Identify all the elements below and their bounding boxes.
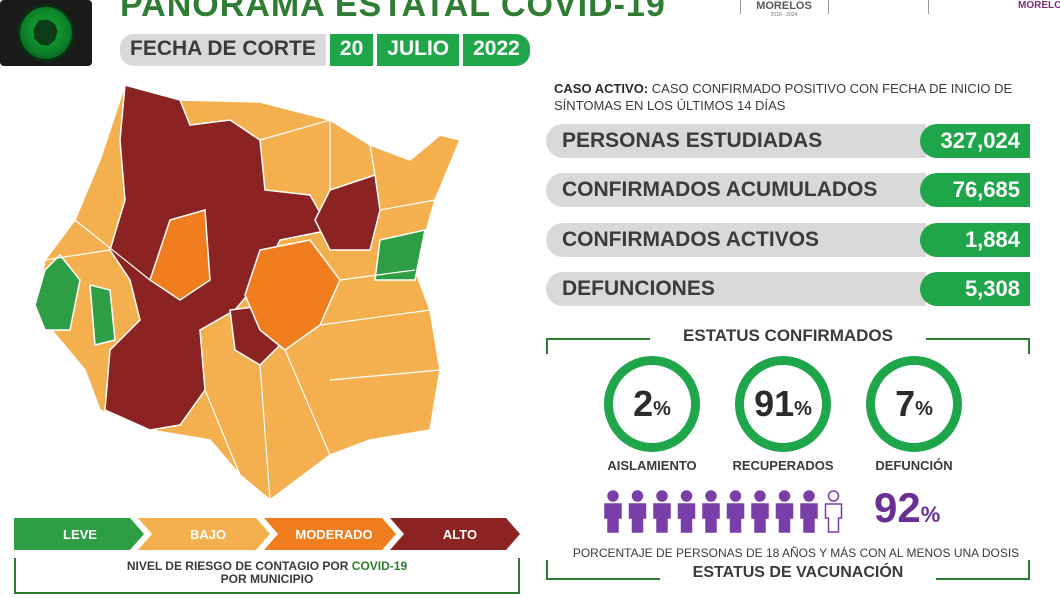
status-label: DEFUNCIÓN (875, 458, 953, 473)
status-unit: % (653, 397, 671, 420)
date-day: 20 (329, 34, 374, 66)
person-icon (726, 490, 745, 533)
brand-left-text: MORELOS (756, 0, 812, 12)
brand-left-sub: 2018 - 2024 (770, 12, 798, 18)
person-icon (824, 490, 843, 533)
risk-note-post: POR MUNICIPIO (220, 572, 314, 586)
risk-note: NIVEL DE RIESGO DE CONTAGIO POR COVID-19… (14, 558, 520, 594)
stat-row: CONFIRMADOS ACUMULADOS 76,685 (546, 173, 1030, 207)
status-value: 7 (895, 383, 916, 424)
map-region-leve (374, 229, 426, 281)
status-label: AISLAMIENTO (607, 458, 697, 473)
legend-label-moderado: MODERADO (295, 527, 372, 542)
brand-logo-left: MORELOS 2018 - 2024 (744, 0, 824, 18)
risk-note-pre: NIVEL DE RIESGO DE CONTAGIO POR (126, 559, 349, 573)
vaccination-percent: 92% (874, 484, 940, 532)
stat-value: 1,884 (920, 223, 1030, 257)
traffic-light-logo (0, 0, 92, 66)
person-icon (775, 490, 794, 533)
status-ring-recovered: 91% (735, 356, 831, 452)
risk-note-bold: COVID-19 (351, 559, 408, 573)
map-region-moderado (244, 239, 341, 351)
legend-moderado (264, 518, 396, 550)
state-map-icon (17, 4, 75, 62)
status-value: 2 (633, 383, 654, 424)
state-risk-map (34, 84, 462, 501)
date-year: 2022 (463, 34, 530, 66)
person-icon (751, 490, 769, 533)
stat-label: CONFIRMADOS ACTIVOS (546, 223, 926, 257)
status-unit: % (915, 397, 933, 420)
risk-legend: LEVE BAJO MODERADO ALTO (14, 518, 520, 550)
vaccination-unit: % (920, 502, 941, 527)
vaccination-value: 92 (874, 484, 921, 531)
legend-leve (14, 518, 144, 550)
map-region-moderado (149, 209, 211, 301)
stat-row: CONFIRMADOS ACTIVOS 1,884 (546, 223, 1030, 257)
brand-logo-right: MORELOS (1018, 0, 1060, 11)
status-label: RECUPERADOS (732, 458, 834, 473)
divider (740, 0, 741, 14)
stat-label: PERSONAS ESTUDIADAS (546, 124, 926, 158)
map-region-leve (34, 253, 81, 331)
person-icon (628, 490, 647, 533)
person-icon (604, 490, 622, 533)
status-ring-deaths: 7% (866, 356, 962, 452)
stat-label: DEFUNCIONES (546, 272, 926, 306)
status-ring-isolation: 2% (604, 356, 700, 452)
legend-bajo (138, 518, 270, 550)
person-icon (800, 490, 818, 533)
status-unit: % (794, 397, 812, 420)
status-value: 91 (754, 383, 795, 424)
stat-row: DEFUNCIONES 5,308 (546, 272, 1030, 306)
definition-text: CASO CONFIRMADO POSITIVO CON FECHA DE IN… (554, 81, 1013, 113)
map-region-alto (104, 84, 332, 431)
vaccination-title: ESTATUS DE VACUNACIÓN (660, 564, 936, 582)
status-title: ESTATUS CONFIRMADOS (650, 326, 926, 346)
person-icon (702, 490, 720, 533)
divider (828, 0, 829, 14)
cutoff-date: FECHA DE CORTE 20 JULIO 2022 (120, 34, 530, 66)
definition-term: CASO ACTIVO: (554, 81, 649, 96)
stat-row: PERSONAS ESTUDIADAS 327,024 (546, 124, 1030, 158)
legend-label-alto: ALTO (443, 527, 477, 542)
stat-value: 327,024 (920, 124, 1030, 158)
active-case-definition: CASO ACTIVO: CASO CONFIRMADO POSITIVO CO… (554, 80, 1024, 114)
legend-alto (390, 518, 520, 550)
person-icon (653, 490, 671, 533)
stat-label: CONFIRMADOS ACUMULADOS (546, 173, 926, 207)
stat-value: 5,308 (920, 272, 1030, 306)
divider (928, 0, 929, 14)
map-region-leve (89, 284, 116, 346)
person-icon (677, 490, 696, 533)
date-label: FECHA DE CORTE (120, 34, 326, 66)
page-title: PANORAMA ESTATAL COVID-19 (120, 0, 666, 24)
legend-label-bajo: BAJO (190, 527, 226, 542)
vaccination-people-icons (604, 490, 843, 533)
legend-label-leve: LEVE (63, 527, 97, 542)
vaccination-description: PORCENTAJE DE PERSONAS DE 18 AÑOS Y MÁS … (546, 546, 1046, 560)
stat-value: 76,685 (920, 173, 1030, 207)
date-month: JULIO (377, 34, 460, 66)
